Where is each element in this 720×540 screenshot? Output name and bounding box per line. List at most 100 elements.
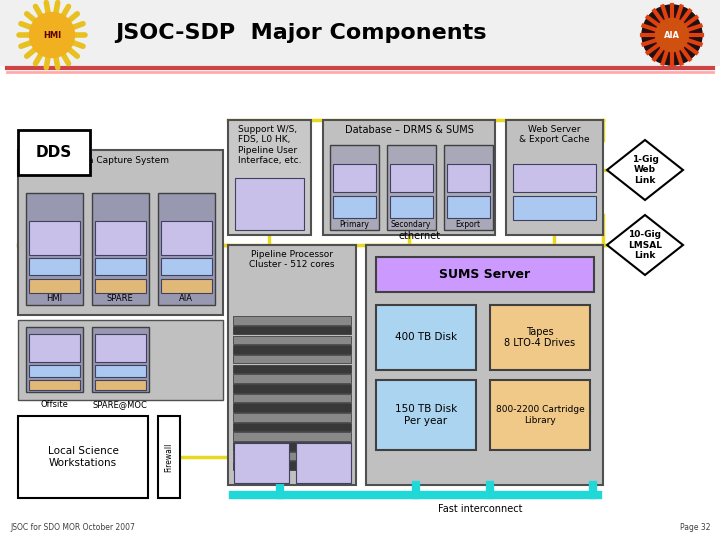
FancyBboxPatch shape: [233, 355, 351, 363]
FancyBboxPatch shape: [161, 258, 212, 275]
FancyBboxPatch shape: [490, 305, 590, 370]
FancyBboxPatch shape: [513, 196, 596, 220]
FancyBboxPatch shape: [18, 320, 223, 400]
Text: HMI: HMI: [46, 294, 62, 303]
FancyBboxPatch shape: [29, 334, 80, 362]
FancyBboxPatch shape: [233, 433, 351, 441]
FancyBboxPatch shape: [233, 316, 351, 325]
Text: Fast interconnect: Fast interconnect: [438, 504, 522, 514]
FancyBboxPatch shape: [233, 413, 351, 422]
FancyBboxPatch shape: [95, 365, 146, 377]
Text: Support W/S,
FDS, L0 HK,
Pipeline User
Interface, etc.: Support W/S, FDS, L0 HK, Pipeline User I…: [238, 125, 301, 165]
Circle shape: [30, 12, 74, 57]
FancyBboxPatch shape: [0, 0, 720, 65]
Text: 400 TB Disk: 400 TB Disk: [395, 333, 457, 342]
Text: 150 TB Disk
Per year: 150 TB Disk Per year: [395, 404, 457, 426]
FancyBboxPatch shape: [490, 380, 590, 450]
Circle shape: [642, 5, 702, 65]
FancyBboxPatch shape: [95, 221, 146, 255]
FancyBboxPatch shape: [29, 279, 80, 293]
FancyBboxPatch shape: [233, 394, 351, 402]
FancyBboxPatch shape: [447, 196, 490, 218]
FancyBboxPatch shape: [233, 364, 351, 373]
FancyBboxPatch shape: [233, 335, 351, 344]
Text: SPARE: SPARE: [107, 294, 133, 303]
Text: SPARE@MOC: SPARE@MOC: [93, 400, 148, 409]
FancyBboxPatch shape: [233, 384, 351, 393]
Text: Page 32: Page 32: [680, 523, 710, 532]
FancyBboxPatch shape: [26, 327, 83, 392]
FancyBboxPatch shape: [366, 245, 603, 485]
FancyBboxPatch shape: [333, 164, 376, 192]
Text: SUMS Server: SUMS Server: [439, 268, 531, 281]
Text: Secondary: Secondary: [391, 220, 431, 229]
Polygon shape: [607, 140, 683, 200]
Text: Primary: Primary: [339, 220, 369, 229]
FancyBboxPatch shape: [233, 442, 351, 450]
Text: HMI: HMI: [43, 30, 61, 39]
FancyBboxPatch shape: [92, 327, 149, 392]
FancyBboxPatch shape: [26, 193, 83, 305]
Text: JSOC-SDP  Major Components: JSOC-SDP Major Components: [115, 23, 487, 43]
FancyBboxPatch shape: [376, 380, 476, 450]
FancyBboxPatch shape: [233, 326, 351, 334]
Text: 10-Gig
LMSAL
Link: 10-Gig LMSAL Link: [628, 230, 662, 260]
Text: Export: Export: [456, 220, 480, 229]
FancyBboxPatch shape: [18, 130, 90, 175]
FancyBboxPatch shape: [29, 221, 80, 255]
Text: Database – DRMS & SUMS: Database – DRMS & SUMS: [345, 125, 474, 135]
FancyBboxPatch shape: [233, 374, 351, 383]
FancyBboxPatch shape: [233, 423, 351, 431]
FancyBboxPatch shape: [18, 150, 223, 315]
Text: 1-Gig
Web
Link: 1-Gig Web Link: [631, 155, 658, 185]
FancyBboxPatch shape: [95, 380, 146, 390]
FancyBboxPatch shape: [95, 334, 146, 362]
Text: JSOC for SDO MOR October 2007: JSOC for SDO MOR October 2007: [10, 523, 135, 532]
FancyBboxPatch shape: [228, 245, 356, 485]
FancyBboxPatch shape: [235, 178, 304, 230]
FancyBboxPatch shape: [376, 305, 476, 370]
Circle shape: [655, 18, 688, 51]
FancyBboxPatch shape: [228, 120, 311, 235]
Text: Web Server
& Export Cache: Web Server & Export Cache: [519, 125, 590, 144]
FancyBboxPatch shape: [161, 221, 212, 255]
Text: AIA: AIA: [664, 30, 680, 39]
Text: Tapes
8 LTO-4 Drives: Tapes 8 LTO-4 Drives: [505, 327, 575, 348]
Text: ethernet: ethernet: [399, 231, 441, 241]
Text: AIA: AIA: [179, 294, 193, 303]
FancyBboxPatch shape: [296, 443, 351, 483]
Text: 800-2200 Cartridge
Library: 800-2200 Cartridge Library: [495, 406, 585, 424]
FancyBboxPatch shape: [233, 403, 351, 412]
FancyBboxPatch shape: [18, 416, 148, 498]
FancyBboxPatch shape: [390, 196, 433, 218]
Text: DDS: DDS: [36, 145, 72, 160]
Text: Pipeline Processor
Cluster - 512 cores: Pipeline Processor Cluster - 512 cores: [249, 250, 335, 269]
FancyBboxPatch shape: [95, 258, 146, 275]
FancyBboxPatch shape: [92, 193, 149, 305]
FancyBboxPatch shape: [233, 452, 351, 460]
FancyBboxPatch shape: [233, 462, 351, 470]
Text: Firewall: Firewall: [164, 442, 174, 471]
FancyBboxPatch shape: [447, 164, 490, 192]
FancyBboxPatch shape: [376, 257, 594, 292]
FancyBboxPatch shape: [387, 145, 436, 230]
FancyBboxPatch shape: [444, 145, 493, 230]
FancyBboxPatch shape: [233, 345, 351, 354]
FancyBboxPatch shape: [333, 196, 376, 218]
FancyBboxPatch shape: [158, 193, 215, 305]
Text: Offsite: Offsite: [40, 400, 68, 409]
FancyBboxPatch shape: [234, 443, 289, 483]
FancyBboxPatch shape: [161, 279, 212, 293]
FancyBboxPatch shape: [323, 120, 495, 235]
FancyBboxPatch shape: [29, 365, 80, 377]
FancyBboxPatch shape: [506, 120, 603, 235]
FancyBboxPatch shape: [513, 164, 596, 192]
Text: Data Capture System: Data Capture System: [72, 156, 169, 165]
FancyBboxPatch shape: [29, 258, 80, 275]
FancyBboxPatch shape: [390, 164, 433, 192]
FancyBboxPatch shape: [29, 380, 80, 390]
Polygon shape: [607, 215, 683, 275]
FancyBboxPatch shape: [158, 416, 180, 498]
Text: Local Science
Workstations: Local Science Workstations: [48, 446, 118, 468]
FancyBboxPatch shape: [95, 279, 146, 293]
